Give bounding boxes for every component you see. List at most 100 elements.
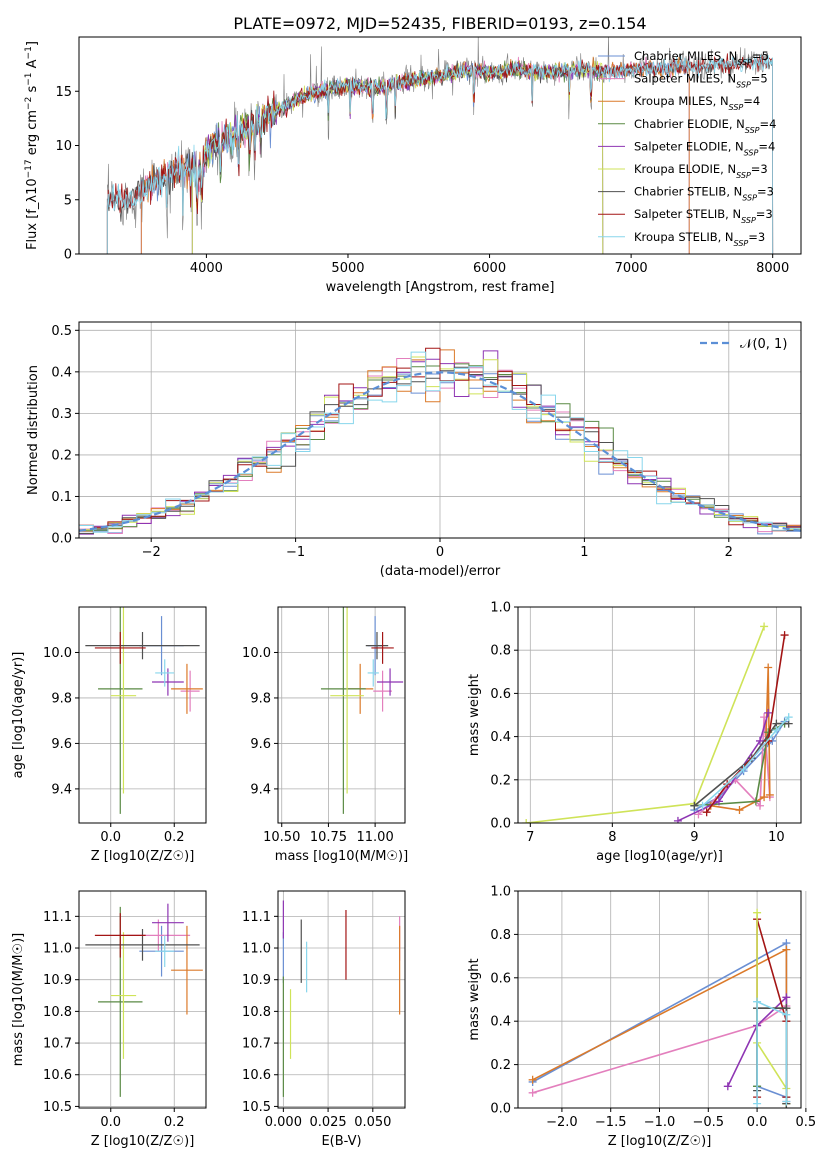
- weight-marker-salpeter-elodie: [714, 797, 723, 806]
- errorbar-chabrier-stelib: [85, 929, 200, 961]
- residual-histogram-kroupa-stelib: [79, 351, 801, 533]
- mass_vs_Z-frame: [78, 890, 207, 1109]
- panel-spectrum: 4000 5000 6000 7000 8000 0 5 10 15 wavelength [An…: [24, 36, 802, 295]
- legend-label: Chabrier MILES, NSSP=5: [634, 49, 769, 67]
- y-tick-label: 0.4: [490, 730, 511, 745]
- legend-label: Kroupa STELIB, NSSP=3: [634, 230, 765, 248]
- weight-marker-kroupa-miles: [528, 1075, 537, 1084]
- y-tick-label: 10.7: [242, 1037, 271, 1052]
- y-tick-label: 9.6: [51, 737, 72, 752]
- weight-marker-kroupa-elodie: [753, 908, 762, 917]
- x-tick-label: 7000: [615, 261, 648, 276]
- x-tick-label: 11.00: [357, 830, 394, 845]
- x-tick-label: 10: [768, 830, 785, 845]
- y-tick-label: 0.1: [51, 490, 72, 505]
- weight_vs_age-frame: [517, 606, 802, 824]
- x-axis-label: (data-model)/error: [380, 564, 501, 579]
- weight-line-salpeter-stelib: [706, 634, 786, 813]
- weight_vs_age-plot-area: [522, 622, 793, 823]
- y-tick-label: 9.8: [51, 691, 72, 706]
- errorbar-kroupa-elodie: [110, 932, 137, 1059]
- errorbar-kroupa-miles: [171, 925, 203, 1015]
- y-axis-label: Flux [f_λ10−17 erg cm−2 s−1 A−1]: [24, 41, 40, 250]
- x-tick-label: 2: [725, 545, 733, 560]
- errorbar-salpeter-miles: [180, 670, 200, 712]
- y-tick-label: 0.8: [490, 644, 511, 659]
- x-tick-label: 9: [690, 830, 698, 845]
- y-tick-label: 10.8: [43, 1005, 72, 1020]
- weight-marker-salpeter-miles: [528, 1088, 537, 1097]
- errorbar-kroupa-stelib: [367, 659, 379, 687]
- weight-marker-kroupa-elodie: [522, 819, 531, 823]
- weight-marker-kroupa-elodie: [760, 622, 769, 631]
- y-tick-label: 15: [55, 85, 72, 100]
- y-tick-label: 0.5: [51, 324, 72, 339]
- weight-marker-kroupa-miles: [760, 793, 769, 802]
- y-tick-label: 10.7: [43, 1037, 72, 1052]
- y-tick-label: 0.8: [490, 928, 511, 943]
- legend-label: Salpeter STELIB, NSSP=3: [634, 207, 773, 225]
- panel-residuals: −2 −1 0 1 2 0.0 0.1 0.2 0.3 0.4 0.5 (data-model)/er…: [26, 321, 802, 579]
- mass_vs_ebv-plot-area: [282, 900, 401, 1097]
- y-tick-label: 10.0: [242, 646, 271, 661]
- y-tick-label: 10.6: [43, 1068, 72, 1083]
- x-tick-label: 0.5: [796, 1115, 817, 1130]
- weight-marker-kroupa-stelib: [698, 801, 707, 810]
- weight-line-kroupa-stelib: [756, 1000, 788, 1104]
- errorbar-chabrier-stelib: [365, 632, 389, 660]
- y-tick-label: 0.2: [51, 448, 72, 463]
- model-spectrum-chabrier-miles: [140, 59, 690, 254]
- x-tick-label: −1.0: [644, 1115, 676, 1130]
- panel-weight_vs_age: 7 8 9 10 0.0 0.2 0.4 0.6 0.8 1.0 age [log10(age/yr…: [467, 601, 802, 864]
- legend-label: Salpeter ELODIE, NSSP=4: [634, 139, 775, 157]
- x-tick-label: 0.0: [747, 1115, 768, 1130]
- x-tick-label: −1: [286, 545, 305, 560]
- x-tick-label: 8: [608, 830, 616, 845]
- y-tick-label: 11.0: [242, 942, 271, 957]
- x-tick-label: 0.2: [164, 830, 185, 845]
- x-tick-label: 7: [526, 830, 534, 845]
- y-tick-label: 0.0: [51, 532, 72, 547]
- weight-marker-kroupa-miles: [735, 806, 744, 815]
- x-tick-label: 0.050: [354, 1115, 391, 1130]
- y-tick-label: 0.0: [490, 1102, 511, 1117]
- y-tick-label: 0.2: [490, 1058, 511, 1073]
- errorbar-salpeter-stelib: [94, 632, 146, 664]
- errorbar-kroupa-stelib: [155, 659, 175, 687]
- weight-marker-kroupa-stelib: [772, 726, 781, 735]
- model-spectrum-kroupa-stelib: [106, 54, 774, 254]
- x-tick-label: 5000: [331, 261, 364, 276]
- x-tick-label: 1: [580, 545, 588, 560]
- x-axis-label: E(B-V): [321, 1134, 361, 1149]
- errorbar-salpeter-miles: [373, 670, 392, 712]
- y-tick-label: 10.5: [43, 1100, 72, 1115]
- weight-marker-salpeter-stelib: [702, 808, 711, 817]
- errorbar-salpeter-stelib: [94, 913, 146, 958]
- x-tick-label: 10.75: [310, 830, 347, 845]
- weight-marker-kroupa-stelib: [782, 1097, 791, 1106]
- y-tick-label: 10: [55, 139, 72, 154]
- x-tick-label: −2.0: [546, 1115, 578, 1130]
- y-tick-label: 0.6: [490, 687, 511, 702]
- y-axis-label: mass weight: [467, 958, 482, 1040]
- weight-marker-salpeter-elodie: [764, 708, 773, 717]
- y-axis-label: Normed distribution: [26, 365, 41, 495]
- y-tick-label: 0.6: [490, 971, 511, 986]
- errorbar-kroupa-miles: [171, 663, 203, 714]
- weight-marker-kroupa-miles: [782, 945, 791, 954]
- age_vs_mass-plot-area: [320, 607, 404, 814]
- legend-label: Chabrier STELIB, NSSP=3: [634, 185, 774, 203]
- y-tick-label: 11.1: [242, 910, 271, 925]
- x-axis-label: mass [log10(M/M☉)]: [275, 849, 408, 864]
- weight-marker-salpeter-stelib: [780, 631, 789, 640]
- weight-marker-kroupa-miles: [765, 790, 774, 799]
- x-tick-label: 8000: [756, 261, 789, 276]
- weight-marker-salpeter-elodie: [723, 1082, 732, 1091]
- y-axis-label: age [log10(age/yr)]: [11, 652, 26, 779]
- y-tick-label: 10.9: [242, 973, 271, 988]
- y-axis-label: mass weight: [467, 674, 482, 756]
- age_vs_mass-frame: [277, 606, 406, 824]
- model-spectrum-salpeter-stelib: [106, 53, 774, 254]
- panel-mass_vs_Z: 0.0 0.2 10.5 10.6 10.7 10.8 10.9 11.0 11.1 Z [log…: [11, 890, 207, 1149]
